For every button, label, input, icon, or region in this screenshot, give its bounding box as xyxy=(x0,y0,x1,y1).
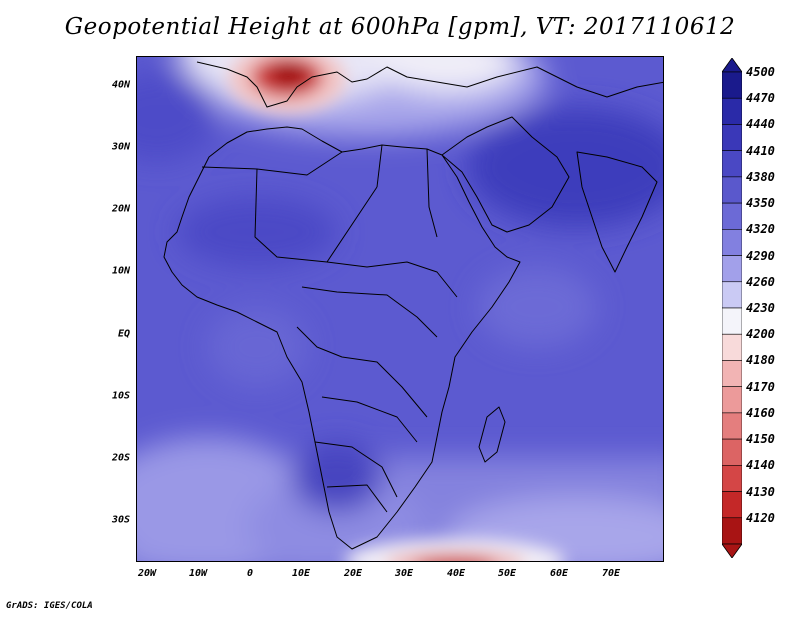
border-4 xyxy=(301,286,438,338)
field-north-ridge-core xyxy=(269,63,309,87)
lon-label-70e: 70E xyxy=(601,568,621,579)
credit-label: GrADS: IGES/COLA xyxy=(6,601,93,611)
colorbar-label: 4440 xyxy=(746,117,775,132)
colorbar-swatch xyxy=(722,307,742,335)
border-3 xyxy=(326,261,458,298)
lon-label-30e: 30E xyxy=(394,568,414,579)
colorbar-swatch xyxy=(722,412,742,440)
colorbar-swatch xyxy=(722,176,742,204)
lat-label-10s: 10S xyxy=(111,390,130,402)
colorbar-swatch xyxy=(722,438,742,466)
colorbar-label: 4500 xyxy=(746,65,775,79)
colorbar-label: 4160 xyxy=(746,405,775,420)
colorbar-swatch xyxy=(722,491,742,519)
lat-label-eq: EQ xyxy=(117,328,130,340)
lat-label-20n: 20N xyxy=(111,203,130,215)
colorbar-swatch xyxy=(722,517,742,545)
colorbar-swatch xyxy=(722,255,742,283)
arabia-outline xyxy=(441,116,570,233)
field-south-ridge-pink xyxy=(385,551,525,561)
lon-label-20e: 20E xyxy=(343,568,363,579)
colorbar-top-arrow xyxy=(722,58,742,73)
border-10 xyxy=(426,148,438,238)
colorbar-label: 4180 xyxy=(746,353,775,368)
india-outline xyxy=(576,151,658,273)
africa-outline xyxy=(163,126,521,550)
field-aegean-white xyxy=(377,57,517,92)
colorbar-label: 4320 xyxy=(746,222,775,237)
lon-label-10e: 10E xyxy=(291,568,311,579)
colorbar-label: 4470 xyxy=(746,91,775,106)
colorbar-label: 4130 xyxy=(746,484,775,499)
field-sw-light-2 xyxy=(247,477,427,561)
lat-label-30n: 30N xyxy=(111,141,130,153)
colorbar-label: 4150 xyxy=(746,432,775,447)
colorbar-swatch xyxy=(722,97,742,125)
map-title: Geopotential Height at 600hPa [gpm], VT:… xyxy=(64,14,736,40)
border-9 xyxy=(376,144,383,188)
lon-label-60e: 60E xyxy=(549,568,569,579)
lon-label-20w: 20W xyxy=(137,568,157,579)
lon-label-0: 0 xyxy=(246,568,254,579)
colorbar-swatch xyxy=(722,386,742,414)
field-sahara-deep xyxy=(177,197,337,267)
field-westatlantic-deep xyxy=(137,72,217,162)
field-kalahari-deep xyxy=(292,442,382,512)
colorbar-swatch xyxy=(722,465,742,492)
colorbar-label: 4200 xyxy=(746,327,775,342)
colorbar-label: 4230 xyxy=(746,301,775,315)
colorbar-label: 4380 xyxy=(746,169,775,184)
colorbar-swatch xyxy=(722,281,742,309)
colorbar-swatch xyxy=(722,150,742,178)
field-asia-deep xyxy=(467,107,663,227)
coastlines xyxy=(163,61,663,550)
colorbar-swatch xyxy=(722,360,742,387)
colorbar-label: 4260 xyxy=(746,274,775,289)
field-gulf-mid xyxy=(207,307,307,387)
field-indian-mid xyxy=(477,267,597,347)
lon-label-40e: 40E xyxy=(446,568,466,579)
lon-label-10w: 10W xyxy=(188,568,208,579)
colorbar-label: 4170 xyxy=(746,379,775,394)
colorbar-swatch xyxy=(722,229,742,256)
lat-label-10n: 10N xyxy=(111,265,130,277)
colorbar-label: 4140 xyxy=(746,458,775,473)
lon-label-50e: 50E xyxy=(497,568,517,579)
colorbar-label: 4350 xyxy=(746,196,775,211)
colorbar-swatch xyxy=(722,333,742,361)
colorbar-label: 4290 xyxy=(746,248,775,263)
map-canvas xyxy=(137,57,663,561)
border-6 xyxy=(321,396,418,443)
colorbar-label: 4410 xyxy=(746,143,775,158)
lat-label-30s: 30S xyxy=(111,514,130,526)
border-7 xyxy=(314,441,398,498)
colorbar-label: 4120 xyxy=(746,510,775,525)
lat-label-20s: 20S xyxy=(111,452,130,464)
colorbar-swatch xyxy=(722,202,742,230)
colorbar-swatch xyxy=(722,124,742,151)
field-south-ridge-red xyxy=(418,557,492,561)
field-south-ridge-white xyxy=(345,539,565,561)
border-8 xyxy=(326,484,388,513)
border-2 xyxy=(254,168,378,263)
colorbar-swatch xyxy=(722,71,742,99)
colorbar xyxy=(722,58,742,558)
madagascar xyxy=(478,406,506,463)
border-1 xyxy=(201,151,343,176)
europe-coast xyxy=(196,61,663,108)
border-5 xyxy=(296,326,428,418)
colorbar-bottom-arrow xyxy=(722,543,742,558)
lat-label-40n: 40N xyxy=(111,79,130,91)
map-panel xyxy=(136,56,664,562)
